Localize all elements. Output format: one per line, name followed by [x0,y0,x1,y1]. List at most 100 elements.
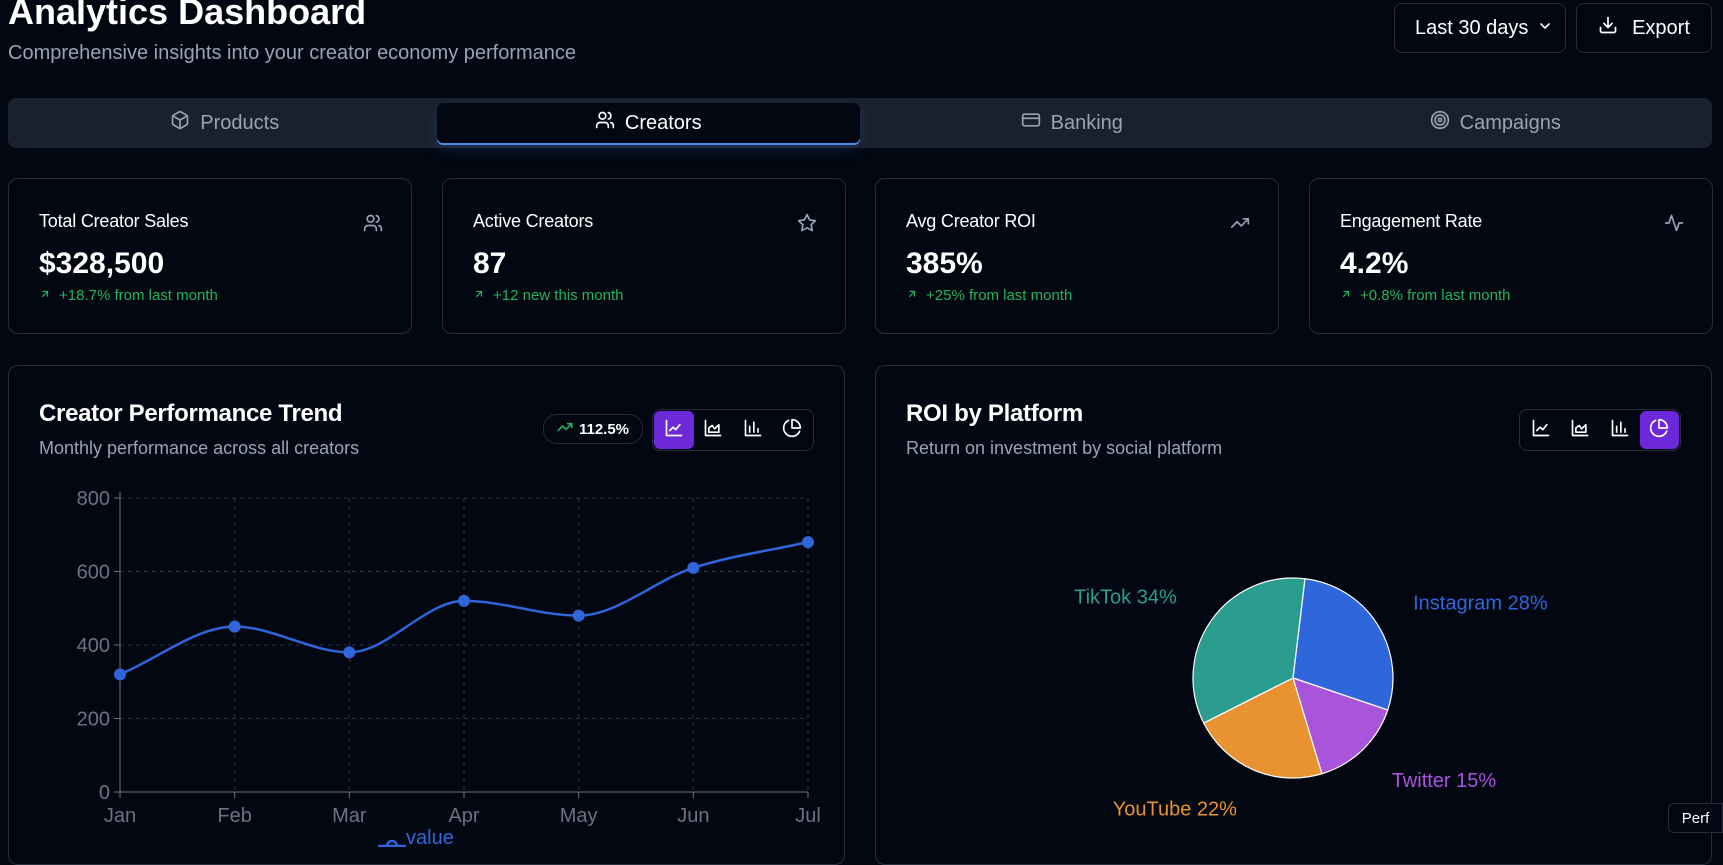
series-line [119,540,809,676]
tab-products-label: Products [200,111,280,134]
kpi-change-text: +18.7% from last month [59,287,218,304]
kpi-change: +18.7% from last month [39,287,218,304]
x-tick-label: Feb [217,805,251,827]
data-point [572,609,585,622]
data-point [114,668,126,681]
trending-up-icon [557,419,573,439]
pie-slice-twitter [1292,677,1389,775]
target-icon [1430,110,1450,136]
tab-banking-label: Banking [1050,111,1123,134]
date-range-value: Last 30 days [1415,16,1529,39]
kpi-label: Avg Creator ROI [906,211,1036,231]
kpi-change-text: +25% from last month [926,287,1073,304]
pie-label-tiktok: TikTok 34% [1074,586,1177,608]
page-title: Analytics Dashboard [8,0,367,32]
tab-banking[interactable]: Banking [860,103,1284,143]
credit-card-icon [1021,110,1041,136]
roi-pie-chart: Instagram 28% Twitter 15% YouTube 22% TikTo… [1074,577,1548,820]
bar-chart-button[interactable] [733,411,773,449]
activity-icon [1664,213,1684,238]
roi-card-title: ROI by Platform [906,400,1083,427]
chevron-down-icon [1537,17,1553,40]
export-label: Export [1632,16,1690,39]
export-button[interactable]: Export [1576,3,1712,53]
kpi-change: +25% from last month [906,287,1072,304]
kpi-value: 4.2% [1340,247,1409,280]
arrow-up-right-icon [1340,287,1352,304]
area-chart-icon [703,418,723,443]
star-icon [797,213,817,238]
section-tabs: Products Creators Banking Campaigns [8,98,1712,148]
kpi-card-avg-roi: Avg Creator ROI 385% +25% from last mont… [875,178,1279,334]
arrow-up-right-icon [906,287,918,304]
trend-chart-type-toggle [652,409,814,451]
kpi-label: Active Creators [473,211,594,231]
data-point [802,536,814,549]
pie-slice-instagram [1292,578,1394,711]
legend-label: value [406,827,454,847]
tab-creators-label: Creators [624,111,702,134]
x-tick-label: Jun [677,805,709,827]
y-tick-label: 400 [77,635,110,657]
tab-products[interactable]: Products [13,103,437,143]
pie-label-instagram: Instagram 28% [1413,592,1548,614]
growth-badge: 112.5% [543,414,643,444]
pie-label-youtube: YouTube 22% [1113,798,1237,820]
x-tick-label: May [560,805,598,827]
y-tick-label: 800 [77,488,110,510]
area-chart-button[interactable] [694,411,734,449]
y-tick-label: 600 [77,562,110,584]
line-chart-button[interactable] [1521,411,1561,449]
x-tick-label: Apr [448,805,479,827]
pie-slice-youtube [1202,677,1323,779]
y-tick-label: 200 [77,709,110,731]
tab-campaigns-label: Campaigns [1459,111,1561,134]
pie-slice-tiktok [1192,577,1306,724]
data-point [458,594,470,607]
date-range-select[interactable]: Last 30 days [1394,3,1566,53]
data-point [343,646,356,659]
page-subtitle: Comprehensive insights into your creator… [8,42,577,64]
perf-button[interactable]: Perf [1668,803,1723,833]
y-tick-label: 0 [99,782,110,804]
kpi-card-total-sales: Total Creator Sales $328,500 +18.7% from… [8,178,412,334]
growth-badge-value: 112.5% [578,420,630,438]
data-point [228,620,241,633]
area-chart-icon [1570,418,1590,443]
kpi-change: +12 new this month [473,287,624,304]
users-icon [363,213,383,238]
users-icon [595,110,615,136]
trend-card-subtitle: Monthly performance across all creators [39,438,360,458]
kpi-value: 87 [473,247,507,280]
download-icon [1598,15,1618,41]
kpi-change: +0.8% from last month [1340,287,1510,304]
line-chart-icon [1531,418,1551,443]
bar-chart-icon [743,418,763,443]
pie-chart-button[interactable] [1639,411,1679,449]
roi-chart-type-toggle [1519,409,1681,451]
pie-label-twitter: Twitter 15% [1392,770,1497,792]
trend-card-title: Creator Performance Trend [39,400,343,427]
kpi-change-text: +12 new this month [493,287,624,304]
roi-card-subtitle: Return on investment by social platform [906,438,1223,458]
area-chart-button[interactable] [1561,411,1601,449]
kpi-label: Total Creator Sales [39,211,189,231]
bar-chart-button[interactable] [1600,411,1640,449]
tab-creators[interactable]: Creators [436,103,860,143]
pie-chart-icon [1649,418,1669,443]
pie-chart-icon [782,418,802,443]
data-point [687,561,700,574]
arrow-up-right-icon [473,287,485,304]
kpi-card-engagement-rate: Engagement Rate 4.2% +0.8% from last mon… [1309,178,1713,334]
performance-line-chart: 0 200 400 600 800 Jan Feb Mar Apr May Jun Jul value [77,488,821,847]
line-chart-button[interactable] [654,411,694,449]
line-chart-icon [664,418,684,443]
box-icon [170,110,190,136]
kpi-value: $328,500 [39,247,165,280]
trending-up-icon [1230,213,1250,238]
x-tick-label: Jan [104,805,136,827]
kpi-card-active-creators: Active Creators 87 +12 new this month [442,178,846,334]
pie-chart-button[interactable] [773,411,813,449]
x-tick-label: Jul [795,805,821,827]
tab-campaigns[interactable]: Campaigns [1284,103,1708,143]
